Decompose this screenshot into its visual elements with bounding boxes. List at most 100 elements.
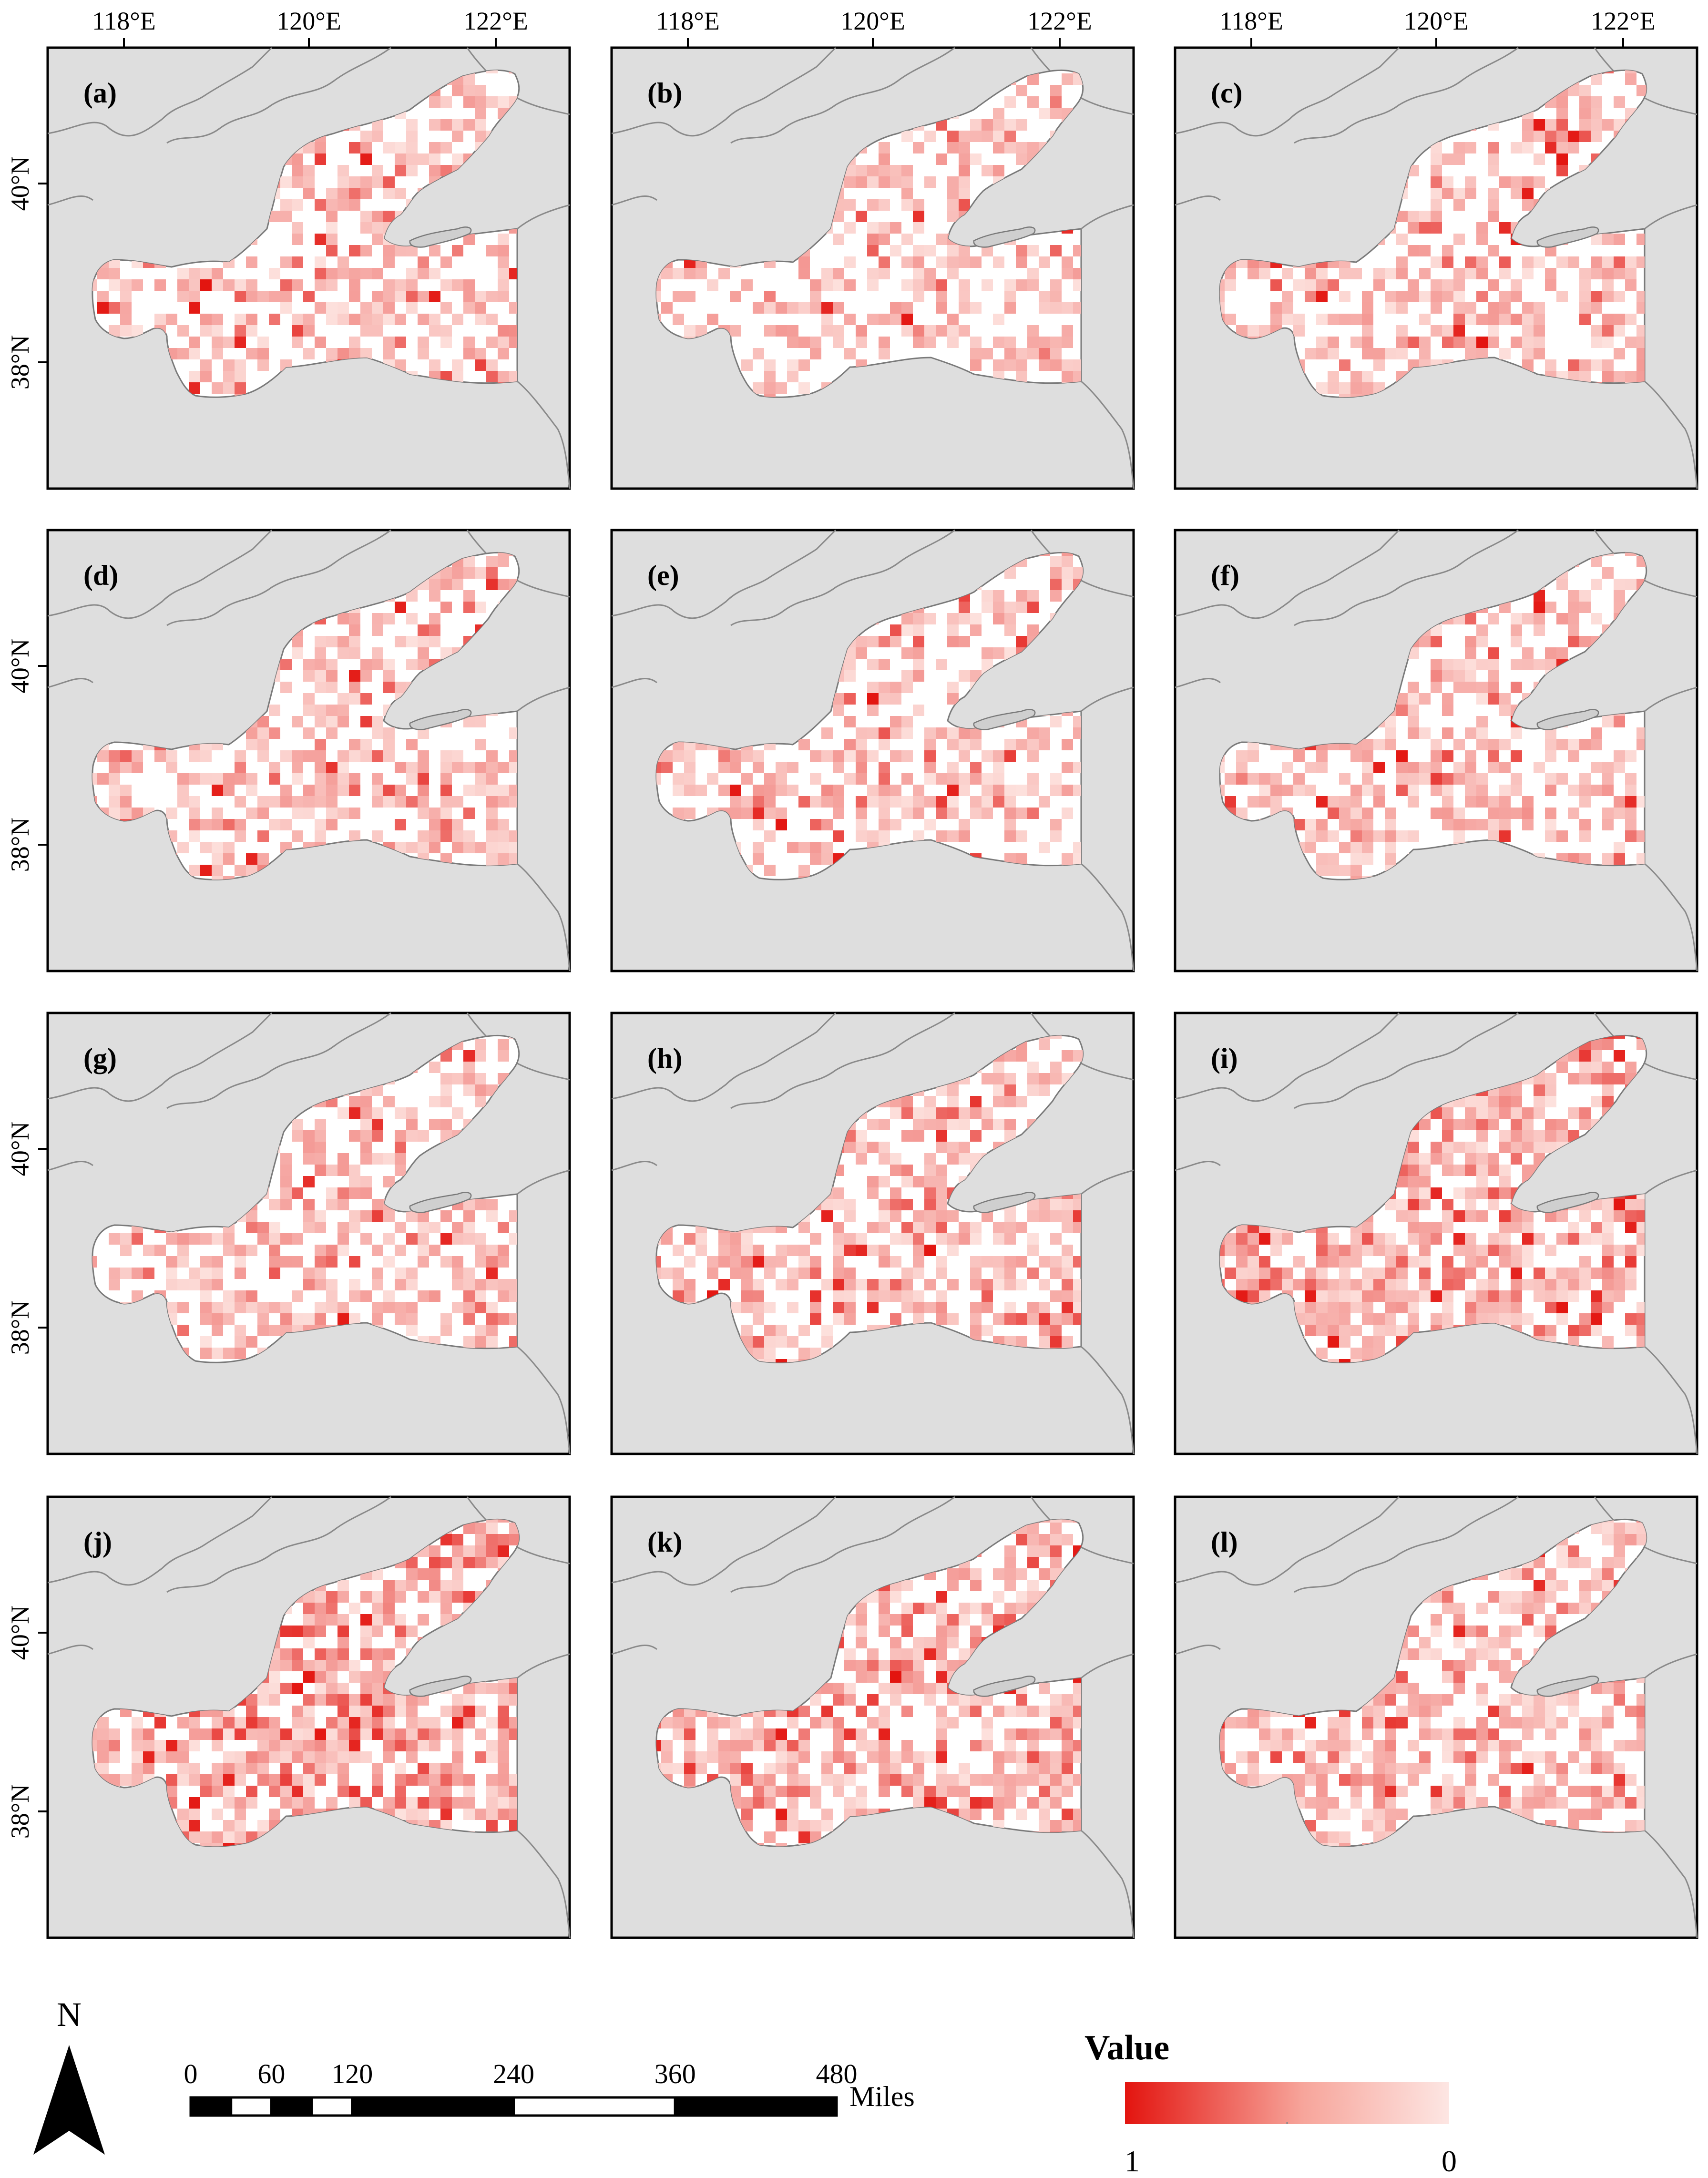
- heat-cell: [844, 1210, 856, 1222]
- heat-cell: [1396, 325, 1408, 337]
- heat-cell: [1465, 796, 1476, 808]
- heat-cell: [1499, 302, 1511, 314]
- heat-cell: [463, 1336, 475, 1348]
- heat-cell: [936, 1142, 947, 1153]
- heat-cell: [475, 773, 486, 785]
- heat-cell: [200, 1302, 212, 1313]
- heat-cell: [833, 705, 844, 716]
- heat-cell: [280, 211, 292, 222]
- heat-cell: [936, 1302, 947, 1313]
- heat-cell: [1591, 762, 1602, 773]
- heat-cell: [292, 1313, 303, 1325]
- heat-cell: [418, 153, 429, 165]
- heat-cell: [463, 842, 475, 853]
- heat-cell: [440, 1325, 452, 1336]
- heat-cell: [109, 750, 120, 762]
- heat-cell: [475, 1279, 486, 1290]
- heat-cell: [326, 819, 338, 830]
- heat-cell: [913, 1290, 924, 1302]
- heat-cell: [1004, 1096, 1016, 1107]
- heat-cell: [315, 762, 326, 773]
- map-panel: (f): [1174, 529, 1698, 972]
- heat-cell: [200, 1313, 212, 1325]
- heat-cell: [1073, 1313, 1083, 1325]
- longitude-tick-label: 122°E: [1027, 7, 1092, 35]
- province-boundary: [47, 1161, 93, 1171]
- heat-cell: [486, 1210, 498, 1222]
- heat-cell: [269, 268, 280, 279]
- province-boundary: [1175, 47, 1400, 137]
- heat-cell: [212, 382, 223, 394]
- heat-cell: [741, 359, 753, 371]
- heat-cell: [913, 636, 924, 647]
- heat-cell: [879, 1222, 890, 1233]
- heat-cell: [1636, 739, 1647, 750]
- heat-cell: [1465, 176, 1476, 188]
- heat-cell: [1453, 682, 1465, 693]
- heat-cell: [315, 153, 326, 165]
- heat-cell: [1625, 256, 1636, 268]
- heat-cell: [1476, 256, 1488, 268]
- heat-cell: [383, 1096, 395, 1107]
- heat-cell: [1350, 853, 1362, 865]
- heat-cell: [695, 1245, 707, 1256]
- heat-cell: [235, 762, 246, 773]
- heat-cell: [810, 819, 821, 830]
- heat-cell: [776, 302, 787, 314]
- heat-cell: [235, 314, 246, 325]
- heat-cell: [959, 188, 970, 199]
- heat-cell: [1488, 670, 1499, 682]
- heat-cell: [1004, 302, 1016, 314]
- heat-cell: [257, 359, 269, 371]
- heat-cell: [867, 1222, 879, 1233]
- heat-cell: [1362, 348, 1373, 359]
- heat-cell: [924, 1107, 936, 1119]
- heat-cell: [1568, 624, 1579, 636]
- heat-cell: [189, 279, 200, 291]
- heat-cell: [440, 1073, 452, 1084]
- heat-cell: [776, 785, 787, 796]
- heat-cell: [753, 348, 764, 359]
- heat-cell: [235, 1325, 246, 1336]
- heat-cell: [787, 302, 798, 314]
- heat-cell: [970, 348, 982, 359]
- heat-cell: [383, 670, 395, 682]
- heat-cell: [656, 291, 661, 302]
- heat-cell: [349, 624, 360, 636]
- heat-cell: [120, 291, 132, 302]
- heat-cell: [1545, 647, 1556, 659]
- heat-cell: [223, 337, 235, 348]
- heat-cell: [360, 176, 372, 188]
- heat-cell: [764, 865, 776, 876]
- heat-cell: [1431, 636, 1442, 647]
- heat-cell: [798, 337, 810, 348]
- heat-cell: [429, 579, 440, 590]
- heat-cell: [1339, 394, 1350, 398]
- heat-cell: [475, 1039, 486, 1050]
- heat-cell: [509, 785, 519, 796]
- heat-cell: [936, 808, 947, 819]
- heat-cell: [143, 1268, 154, 1279]
- heat-cell: [360, 670, 372, 682]
- heat-cell: [970, 337, 982, 348]
- heat-cell: [1385, 739, 1396, 750]
- heat-cell: [833, 1313, 844, 1325]
- heat-cell: [959, 245, 970, 256]
- heat-cell: [280, 1165, 292, 1176]
- heat-cell: [475, 1199, 486, 1210]
- heat-cell: [440, 773, 452, 785]
- heat-cell: [97, 268, 109, 279]
- heat-cell: [993, 1313, 1004, 1325]
- heat-cell: [1373, 279, 1385, 291]
- heat-cell: [280, 1199, 292, 1210]
- heat-cell: [1476, 222, 1488, 234]
- heat-cell: [246, 1336, 257, 1348]
- heat-cell: [1636, 337, 1647, 348]
- heat-cell: [486, 1313, 498, 1325]
- heat-cell: [924, 796, 936, 808]
- heat-cell: [326, 268, 338, 279]
- heat-cell: [177, 842, 189, 853]
- heat-cell: [776, 1245, 787, 1256]
- heat-cell: [787, 337, 798, 348]
- heat-cell: [1442, 176, 1453, 188]
